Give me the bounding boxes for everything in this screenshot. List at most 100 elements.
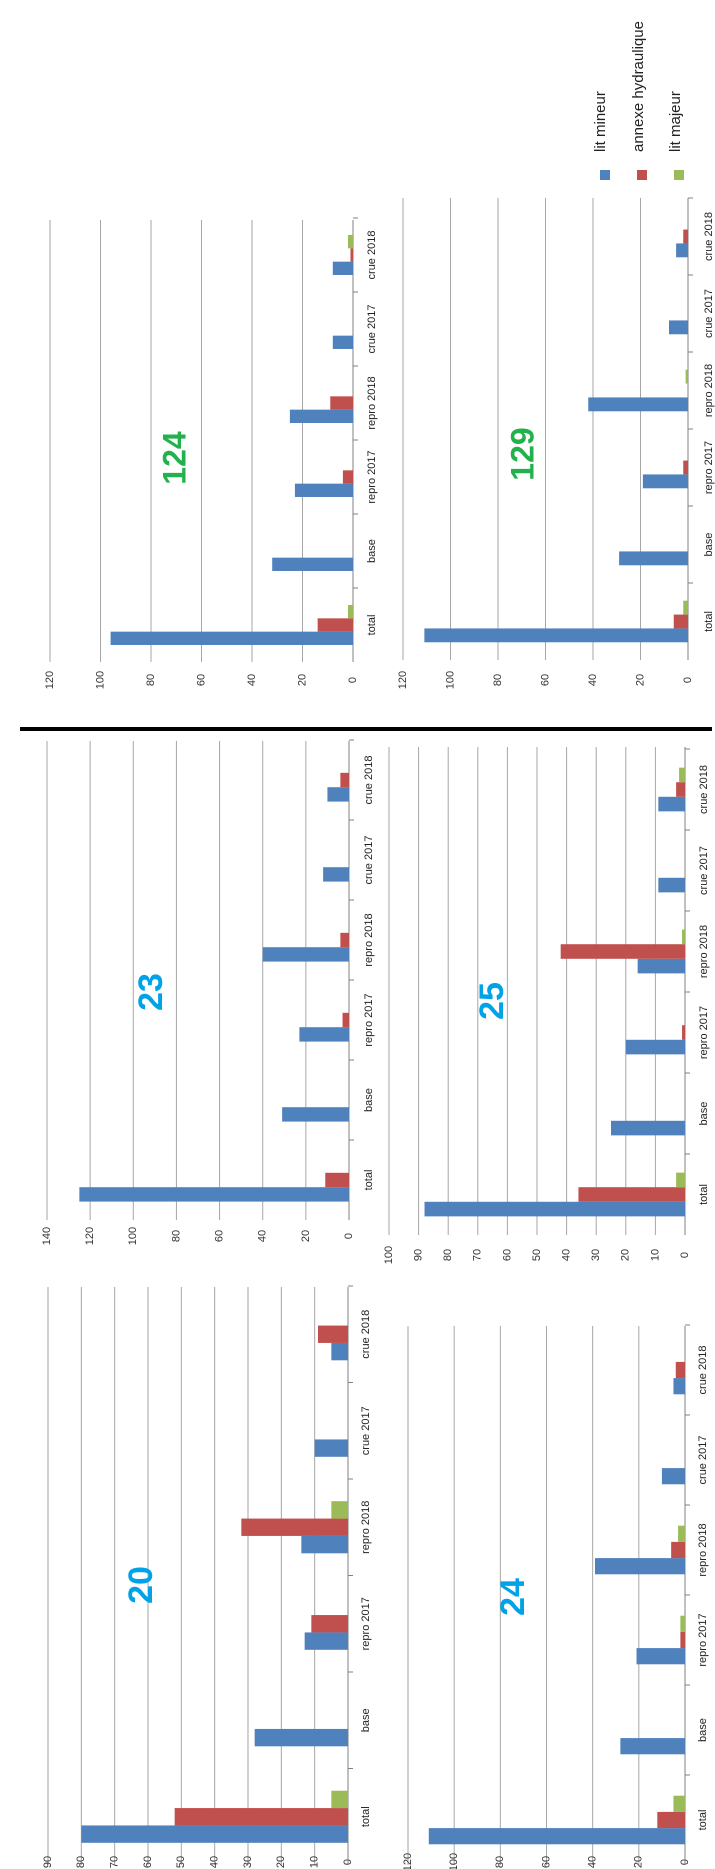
bar <box>428 1828 685 1845</box>
y-tick-label: 20 <box>634 674 646 686</box>
chart-panel-20: 0102030405060708090totalbaserepro 2017re… <box>42 1285 372 1868</box>
bar <box>262 947 349 962</box>
y-tick-label: 50 <box>175 1856 187 1868</box>
y-tick-label: 20 <box>633 1856 645 1868</box>
category-label: crue 2017 <box>360 1406 372 1455</box>
y-tick-label: 0 <box>679 1252 691 1258</box>
y-tick-label: 100 <box>444 671 456 689</box>
bar <box>311 1615 348 1633</box>
bar <box>294 483 353 497</box>
category-label: total <box>703 611 715 632</box>
panel-number: 25 <box>473 982 511 1020</box>
bar <box>331 1790 348 1809</box>
y-tick-label: 80 <box>145 674 157 686</box>
bar <box>680 1615 685 1632</box>
bar <box>636 1648 685 1665</box>
category-label: total <box>698 1184 710 1205</box>
category-label: repro 2017 <box>698 1006 710 1059</box>
category-label: crue 2017 <box>698 846 710 895</box>
y-tick-label: 80 <box>170 1230 182 1242</box>
legend-label: lit majeur <box>667 91 684 152</box>
bar <box>637 958 685 974</box>
legend-label: lit mineur <box>592 91 609 152</box>
category-label: repro 2017 <box>366 450 378 503</box>
category-label: total <box>366 615 378 636</box>
category-label: crue 2017 <box>703 289 715 338</box>
bar <box>254 1728 348 1747</box>
category-label: crue 2018 <box>703 212 715 261</box>
legend: lit mineur annexe hydraulique lit majeur <box>592 21 684 180</box>
chart-panel-25: 0 10 20 30 40 50 60 70 80 90 100 total base repro 201… <box>383 747 710 1264</box>
bar <box>675 1361 685 1379</box>
bar <box>330 396 353 410</box>
y-tick-label: 30 <box>590 1249 602 1261</box>
bar <box>676 782 685 797</box>
y-tick-label: 100 <box>94 671 106 689</box>
category-label: crue 2018 <box>363 756 375 805</box>
bar <box>323 867 349 882</box>
bar <box>331 1501 348 1519</box>
y-tick-label: 70 <box>109 1856 121 1868</box>
y-tick-label: 40 <box>246 674 258 686</box>
bar <box>79 1187 349 1202</box>
y-tick-label: 20 <box>620 1249 632 1261</box>
y-tick-label: 10 <box>309 1856 321 1868</box>
bar <box>682 929 685 945</box>
category-label: repro 2017 <box>703 441 715 494</box>
y-tick-label: 10 <box>649 1249 661 1261</box>
panel-number: 20 <box>122 1566 160 1604</box>
category-label: repro 2018 <box>360 1501 372 1554</box>
y-tick-label: 100 <box>127 1227 139 1245</box>
bar <box>678 1525 685 1542</box>
bar <box>314 1439 348 1457</box>
panel-number: 129 <box>504 427 540 480</box>
y-tick-label: 60 <box>142 1856 154 1868</box>
chart-panel-23: 0 20 40 60 80 100 120 140 total base repro 2017 rep… <box>41 739 375 1245</box>
bar <box>301 1535 348 1554</box>
y-tick-label: 50 <box>531 1249 543 1261</box>
category-label: total <box>697 1810 709 1831</box>
y-tick-label: 70 <box>472 1249 484 1261</box>
legend-swatch <box>674 170 684 180</box>
bar <box>642 474 688 489</box>
category-label: crue 2017 <box>363 836 375 885</box>
y-tick-label: 40 <box>209 1856 221 1868</box>
bar <box>347 235 353 249</box>
legend-swatch <box>600 170 610 180</box>
category-label: repro 2018 <box>363 913 375 966</box>
chart-panel-124: 0 20 40 60 80 100 120 total base repro 2017 repro … <box>44 217 378 689</box>
bar <box>685 369 688 384</box>
category-label: repro 2018 <box>366 376 378 429</box>
category-label: base <box>366 539 378 563</box>
y-tick-label: 100 <box>448 1853 460 1869</box>
y-tick-label: 120 <box>44 671 56 689</box>
bar <box>299 1027 349 1042</box>
category-label: total <box>360 1806 372 1827</box>
category-label: base <box>698 1102 710 1126</box>
category-label: crue 2018 <box>697 1346 709 1395</box>
category-label: crue 2017 <box>697 1436 709 1485</box>
bar <box>657 1811 685 1829</box>
category-label: crue 2018 <box>698 765 710 814</box>
category-label: repro 2017 <box>697 1613 709 1666</box>
bar <box>676 1172 685 1188</box>
bar <box>342 470 353 484</box>
y-tick-label: 40 <box>587 674 599 686</box>
y-tick-label: 100 <box>383 1246 395 1264</box>
y-tick-label: 40 <box>257 1230 269 1242</box>
bar <box>661 1468 685 1485</box>
bar <box>424 628 688 643</box>
y-tick-label: 60 <box>501 1249 513 1261</box>
y-tick-label: 60 <box>195 674 207 686</box>
bar <box>110 631 353 645</box>
panel-number: 124 <box>156 431 192 485</box>
bar <box>594 1558 685 1575</box>
y-tick-label: 40 <box>561 1249 573 1261</box>
bar <box>679 767 685 783</box>
bar <box>682 1025 685 1040</box>
bar <box>272 557 353 571</box>
y-tick-label: 0 <box>347 677 359 683</box>
category-label: repro 2018 <box>697 1523 709 1576</box>
